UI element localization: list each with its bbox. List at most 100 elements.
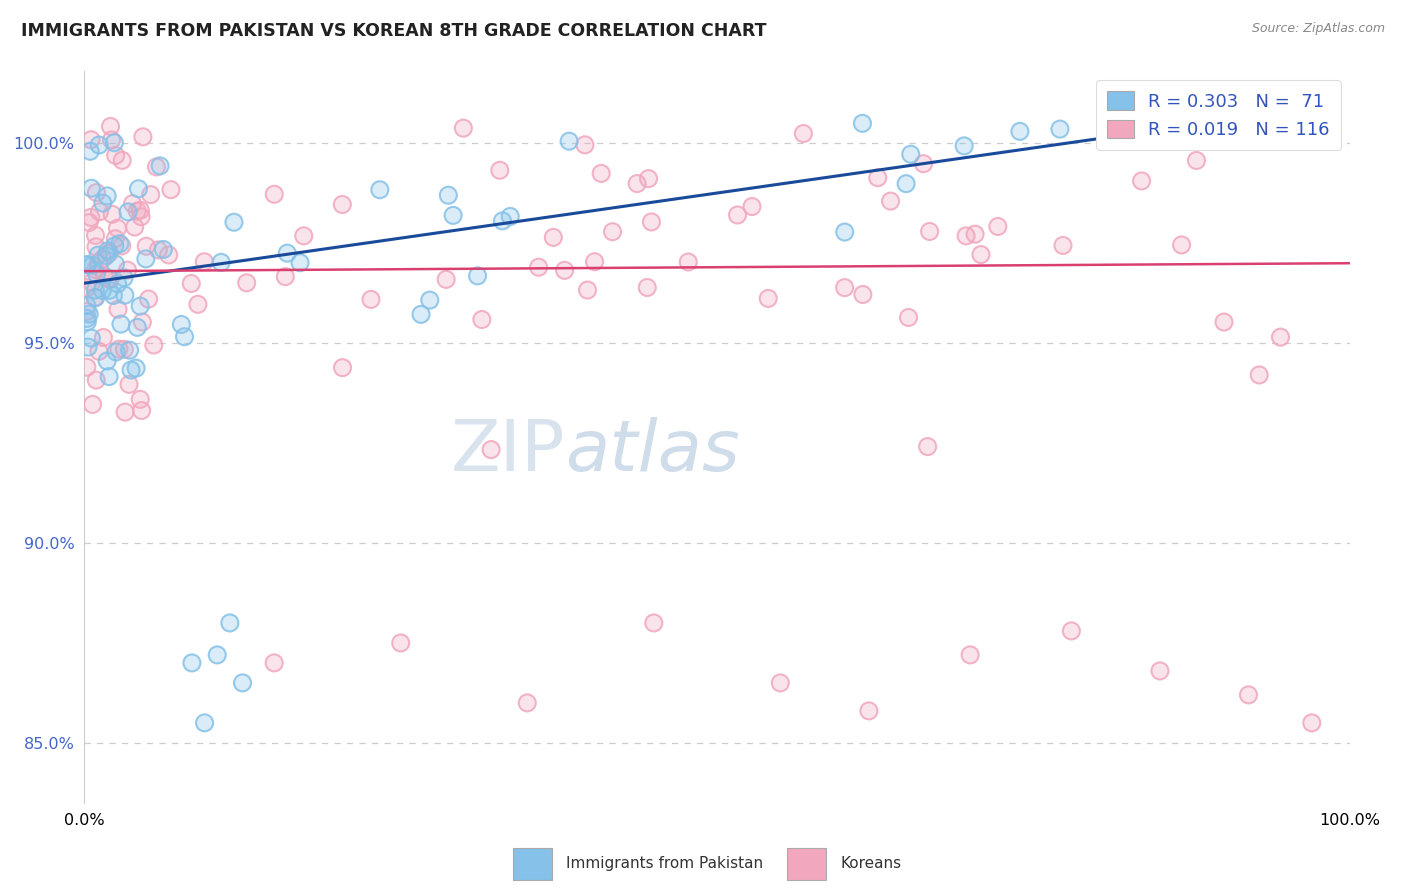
- Point: [879, 194, 901, 208]
- Point: [263, 187, 285, 202]
- Point: [527, 260, 550, 275]
- Point: [1060, 624, 1083, 638]
- Point: [77, 307, 100, 321]
- Point: [626, 177, 648, 191]
- Point: [118, 377, 141, 392]
- Point: [84, 373, 107, 387]
- Point: [851, 116, 873, 130]
- Point: [105, 345, 128, 359]
- Point: [263, 187, 285, 202]
- Point: [82, 258, 104, 272]
- Point: [76, 315, 98, 329]
- Point: [792, 127, 814, 141]
- Point: [125, 361, 148, 376]
- Point: [583, 254, 606, 268]
- Point: [852, 287, 875, 301]
- Point: [80, 181, 103, 195]
- Point: [103, 136, 125, 150]
- Point: [89, 138, 111, 153]
- Point: [107, 221, 129, 235]
- Point: [516, 696, 538, 710]
- Point: [84, 240, 107, 254]
- Point: [1301, 715, 1323, 730]
- Point: [894, 177, 917, 191]
- Point: [953, 139, 976, 153]
- Point: [79, 145, 101, 159]
- Point: [127, 320, 149, 334]
- Point: [124, 219, 146, 234]
- Point: [963, 227, 986, 242]
- Point: [231, 676, 254, 690]
- Point: [87, 256, 110, 270]
- Point: [97, 271, 120, 285]
- Point: [79, 145, 101, 159]
- Point: [114, 405, 136, 419]
- Point: [637, 171, 659, 186]
- Point: [84, 283, 107, 297]
- Point: [111, 153, 134, 168]
- Point: [87, 248, 110, 262]
- Point: [491, 214, 513, 228]
- Point: [576, 283, 599, 297]
- Point: [276, 246, 298, 260]
- Point: [149, 159, 172, 173]
- Point: [111, 239, 134, 253]
- Point: [117, 205, 139, 219]
- Text: Source: ZipAtlas.com: Source: ZipAtlas.com: [1251, 22, 1385, 36]
- Point: [76, 258, 98, 272]
- Point: [527, 260, 550, 275]
- Point: [121, 196, 143, 211]
- Point: [1008, 124, 1031, 138]
- Point: [918, 224, 941, 238]
- Point: [1249, 368, 1271, 382]
- Point: [437, 188, 460, 202]
- Point: [117, 263, 139, 277]
- Point: [516, 696, 538, 710]
- Point: [879, 194, 901, 208]
- Point: [194, 715, 217, 730]
- Point: [858, 704, 880, 718]
- Point: [80, 331, 103, 345]
- Point: [111, 153, 134, 168]
- Point: [112, 270, 135, 285]
- Point: [543, 230, 565, 244]
- Point: [866, 170, 889, 185]
- Point: [263, 656, 285, 670]
- Point: [120, 363, 142, 377]
- Point: [142, 338, 165, 352]
- Point: [274, 269, 297, 284]
- Point: [1270, 330, 1292, 344]
- Point: [180, 277, 202, 291]
- Point: [640, 215, 662, 229]
- Point: [959, 648, 981, 662]
- Point: [917, 440, 939, 454]
- Point: [131, 315, 153, 329]
- Point: [467, 268, 489, 283]
- Point: [76, 360, 98, 375]
- Point: [409, 307, 432, 321]
- Point: [132, 129, 155, 144]
- Point: [117, 263, 139, 277]
- Point: [104, 148, 127, 162]
- Point: [866, 170, 889, 185]
- Point: [558, 134, 581, 148]
- Point: [193, 254, 215, 268]
- Point: [332, 360, 354, 375]
- FancyBboxPatch shape: [787, 848, 827, 880]
- Point: [727, 208, 749, 222]
- Point: [108, 236, 131, 251]
- Point: [419, 293, 441, 307]
- Point: [100, 133, 122, 147]
- Point: [77, 340, 100, 354]
- Point: [105, 345, 128, 359]
- Point: [84, 373, 107, 387]
- Point: [554, 263, 576, 277]
- Point: [76, 311, 98, 326]
- Point: [263, 656, 285, 670]
- Point: [1237, 688, 1260, 702]
- Point: [636, 280, 658, 294]
- Point: [114, 288, 136, 302]
- Point: [104, 232, 127, 246]
- Point: [76, 311, 98, 326]
- Point: [104, 239, 127, 253]
